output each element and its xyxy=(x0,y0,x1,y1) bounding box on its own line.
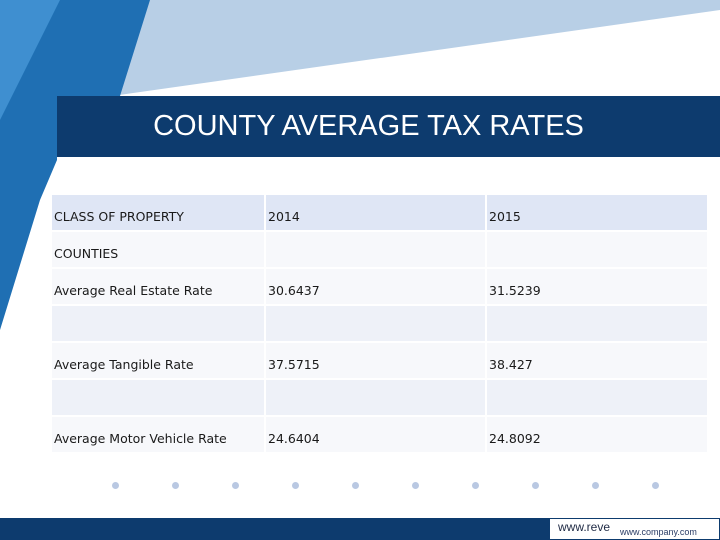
table-header-row: CLASS OF PROPERTY 2014 2015 xyxy=(52,195,709,232)
footer-url: www.reve xyxy=(558,520,611,534)
table-cell: 24.8092 xyxy=(486,416,709,454)
table-cell xyxy=(52,305,266,343)
table-cell: 37.5715 xyxy=(265,342,487,380)
table-cell: Average Real Estate Rate xyxy=(52,268,266,306)
decorative-dot xyxy=(292,482,299,489)
footer-url-box: www.reve www.company.com xyxy=(549,518,720,540)
decorative-dot xyxy=(112,482,119,489)
dot-row-decoration xyxy=(0,482,720,494)
dark-diagonal-shape xyxy=(0,0,150,330)
decorative-dot xyxy=(472,482,479,489)
table-cell xyxy=(52,379,266,417)
decorative-dot xyxy=(532,482,539,489)
table-cell: 30.6437 xyxy=(265,268,487,306)
light-band-shape xyxy=(0,0,720,96)
decorative-dot xyxy=(232,482,239,489)
tax-rate-table: CLASS OF PROPERTY 2014 2015 COUNTIES Ave… xyxy=(52,195,709,454)
table-cell: Average Motor Vehicle Rate xyxy=(52,416,266,454)
table-cell: 24.6404 xyxy=(265,416,487,454)
header-cell: 2015 xyxy=(486,195,709,232)
table-row: Average Real Estate Rate 30.6437 31.5239 xyxy=(52,268,709,306)
table-cell xyxy=(486,379,709,417)
footer-bar xyxy=(0,518,720,540)
decorative-dot xyxy=(592,482,599,489)
header-cell: CLASS OF PROPERTY xyxy=(52,195,266,232)
table-cell xyxy=(265,305,487,343)
table-cell: 31.5239 xyxy=(486,268,709,306)
header-cell: 2014 xyxy=(265,195,487,232)
table-row: COUNTIES xyxy=(52,231,709,269)
table-cell: 38.427 xyxy=(486,342,709,380)
decorative-dot xyxy=(352,482,359,489)
table-cell: Average Tangible Rate xyxy=(52,342,266,380)
footer-company-url: www.company.com xyxy=(620,527,697,537)
mid-diagonal-shape xyxy=(0,0,60,120)
table-cell: COUNTIES xyxy=(52,231,266,269)
slide-title: COUNTY AVERAGE TAX RATES xyxy=(153,110,584,142)
table-row xyxy=(52,305,709,343)
table-cell xyxy=(265,379,487,417)
table-cell xyxy=(486,305,709,343)
table-cell xyxy=(265,231,487,269)
table-row: Average Tangible Rate 37.5715 38.427 xyxy=(52,342,709,380)
table-row xyxy=(52,379,709,417)
decorative-dot xyxy=(652,482,659,489)
decorative-dot xyxy=(412,482,419,489)
decorative-dot xyxy=(172,482,179,489)
table-row: Average Motor Vehicle Rate 24.6404 24.80… xyxy=(52,416,709,454)
title-bar: COUNTY AVERAGE TAX RATES xyxy=(57,96,720,157)
table-cell xyxy=(486,231,709,269)
